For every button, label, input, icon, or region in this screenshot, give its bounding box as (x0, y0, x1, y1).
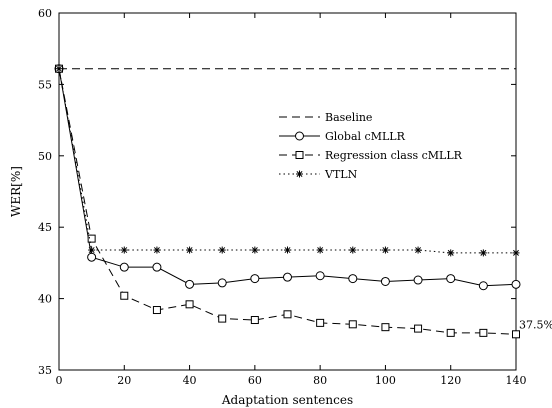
data-point-global-cmllr (413, 275, 423, 285)
data-point-regression-class-cmllr (283, 310, 292, 319)
data-point-regression-class-cmllr (87, 234, 96, 243)
legend-label: Global cMLLR (325, 130, 406, 143)
data-point-global-cmllr (283, 272, 292, 282)
legend-label: VTLN (324, 168, 358, 181)
x-tick-label: 60 (248, 374, 262, 387)
data-point-regression-class-cmllr (152, 306, 161, 315)
data-point-global-cmllr (250, 274, 260, 284)
data-point-global-cmllr (315, 271, 325, 281)
data-point-vtln (447, 249, 455, 257)
x-tick-label: 20 (117, 374, 131, 387)
data-point-vtln (120, 246, 128, 254)
y-tick-label: 50 (38, 150, 52, 163)
y-tick-label: 45 (38, 221, 52, 234)
axes: 0 20 40 60 80 100 120 140 35 40 45 50 55 60 Adaptation… (9, 7, 527, 407)
data-point-vtln (186, 246, 194, 254)
series-global-cmllr (54, 64, 521, 291)
data-point-regression-class-cmllr (250, 316, 259, 325)
series-vtln (55, 65, 520, 257)
legend-marker (295, 131, 304, 141)
legend-label: Regression class cMLLR (325, 149, 463, 162)
data-point-regression-class-cmllr (185, 300, 194, 309)
legend-entry-baseline: Baseline (279, 111, 372, 124)
data-point-global-cmllr (478, 281, 488, 291)
data-point-global-cmllr (348, 274, 358, 284)
data-point-global-cmllr (380, 276, 390, 286)
legend-marker (295, 151, 304, 159)
y-tick-label: 40 (38, 293, 52, 306)
data-point-vtln (88, 246, 96, 254)
x-tick-label: 40 (183, 374, 197, 387)
data-point-global-cmllr (511, 279, 521, 289)
x-tick-label: 100 (375, 374, 396, 387)
legend-marker (296, 170, 303, 178)
data-point-vtln (284, 246, 291, 254)
data-point-vtln (218, 246, 226, 254)
y-axis-title: WER[%] (9, 166, 23, 217)
data-point-vtln (349, 246, 357, 254)
data-point-vtln (55, 65, 63, 73)
data-point-vtln (381, 246, 389, 254)
data-point-regression-class-cmllr (446, 328, 455, 337)
data-point-global-cmllr (87, 252, 97, 262)
data-point-global-cmllr (152, 262, 162, 272)
legend: Baseline Global cMLLR Regression class cML… (279, 111, 463, 181)
legend-entry-vtln: VTLN (279, 168, 358, 181)
x-tick-label: 140 (506, 374, 527, 387)
data-point-vtln (153, 246, 161, 254)
legend-entry-global-cmllr: Global cMLLR (279, 130, 406, 143)
data-point-vtln (316, 246, 324, 254)
x-tick-label: 0 (56, 374, 63, 387)
x-tick-label: 120 (440, 374, 461, 387)
y-tick-label: 35 (38, 364, 52, 377)
data-point-regression-class-cmllr (381, 323, 390, 332)
data-point-global-cmllr (217, 278, 227, 288)
data-point-regression-class-cmllr (479, 328, 488, 337)
series-layer (54, 64, 521, 339)
data-point-vtln (414, 246, 422, 254)
data-point-global-cmllr (185, 279, 195, 289)
data-point-vtln (512, 249, 520, 257)
x-tick-label: 80 (313, 374, 327, 387)
annotations: 37.5% (519, 318, 552, 331)
data-point-global-cmllr (119, 262, 129, 272)
data-point-vtln (251, 246, 259, 254)
plot-frame (58, 12, 517, 371)
legend-entry-regression-class-cmllr: Regression class cMLLR (279, 149, 463, 162)
x-axis-title: Adaptation sentences (221, 393, 353, 407)
data-point-regression-class-cmllr (316, 318, 325, 327)
value-annotation: 37.5% (519, 318, 552, 331)
data-point-regression-class-cmllr (218, 314, 227, 323)
data-point-regression-class-cmllr (348, 320, 357, 329)
data-point-regression-class-cmllr (414, 324, 423, 333)
legend-label: Baseline (325, 111, 372, 124)
y-tick-label: 55 (38, 78, 52, 91)
y-tick-label: 60 (38, 7, 52, 20)
data-point-global-cmllr (446, 274, 456, 284)
data-point-vtln (479, 249, 487, 257)
series-regression-class-cmllr (55, 64, 520, 339)
data-point-regression-class-cmllr (120, 291, 129, 300)
data-point-regression-class-cmllr (512, 330, 520, 339)
